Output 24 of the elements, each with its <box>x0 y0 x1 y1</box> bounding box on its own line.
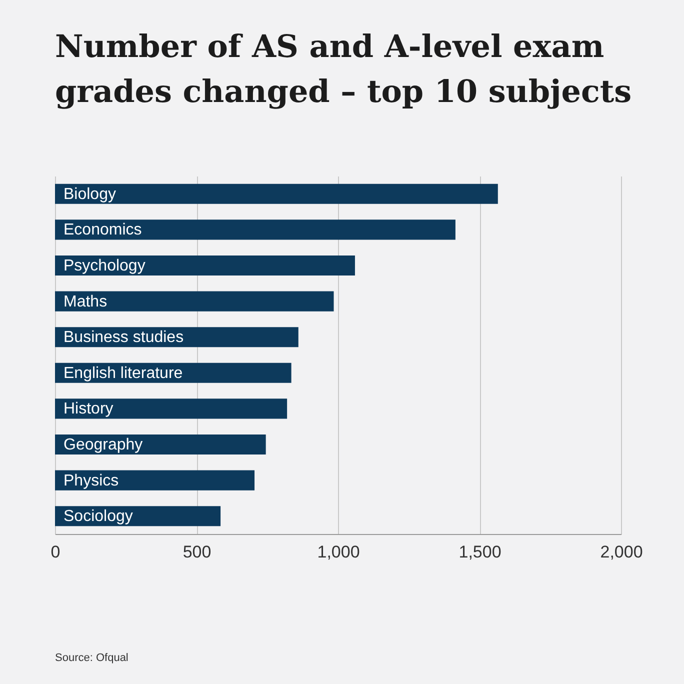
y-tick-label: Sociology <box>64 508 133 526</box>
bar <box>55 255 355 276</box>
x-tick-label: 500 <box>182 542 212 562</box>
x-tick-label: 0 <box>50 542 60 562</box>
bar <box>55 184 498 204</box>
bar <box>55 398 288 419</box>
bar <box>55 291 334 312</box>
y-tick-label: Economics <box>64 222 142 239</box>
bar <box>55 470 255 490</box>
y-tick-label: Psychology <box>64 258 146 274</box>
y-tick-label: History <box>64 400 114 418</box>
y-tick-label: Business studies <box>64 329 184 346</box>
x-tick-label: 2,000 <box>600 542 643 562</box>
x-tick-label: 1,500 <box>458 542 502 562</box>
y-tick-label: English literature <box>64 364 183 382</box>
bar <box>55 434 266 455</box>
source-note: Source: Ofqual <box>55 652 128 664</box>
chart-title: Number of AS and A-level exam grades changed – top 10 subjects <box>55 29 632 110</box>
y-tick-label: Maths <box>64 293 108 310</box>
x-tick-label: 1,000 <box>317 542 360 562</box>
bar <box>55 220 456 240</box>
y-tick-label: Geography <box>64 436 143 454</box>
y-tick-label: Biology <box>64 186 116 203</box>
y-tick-label: Physics <box>64 472 119 490</box>
